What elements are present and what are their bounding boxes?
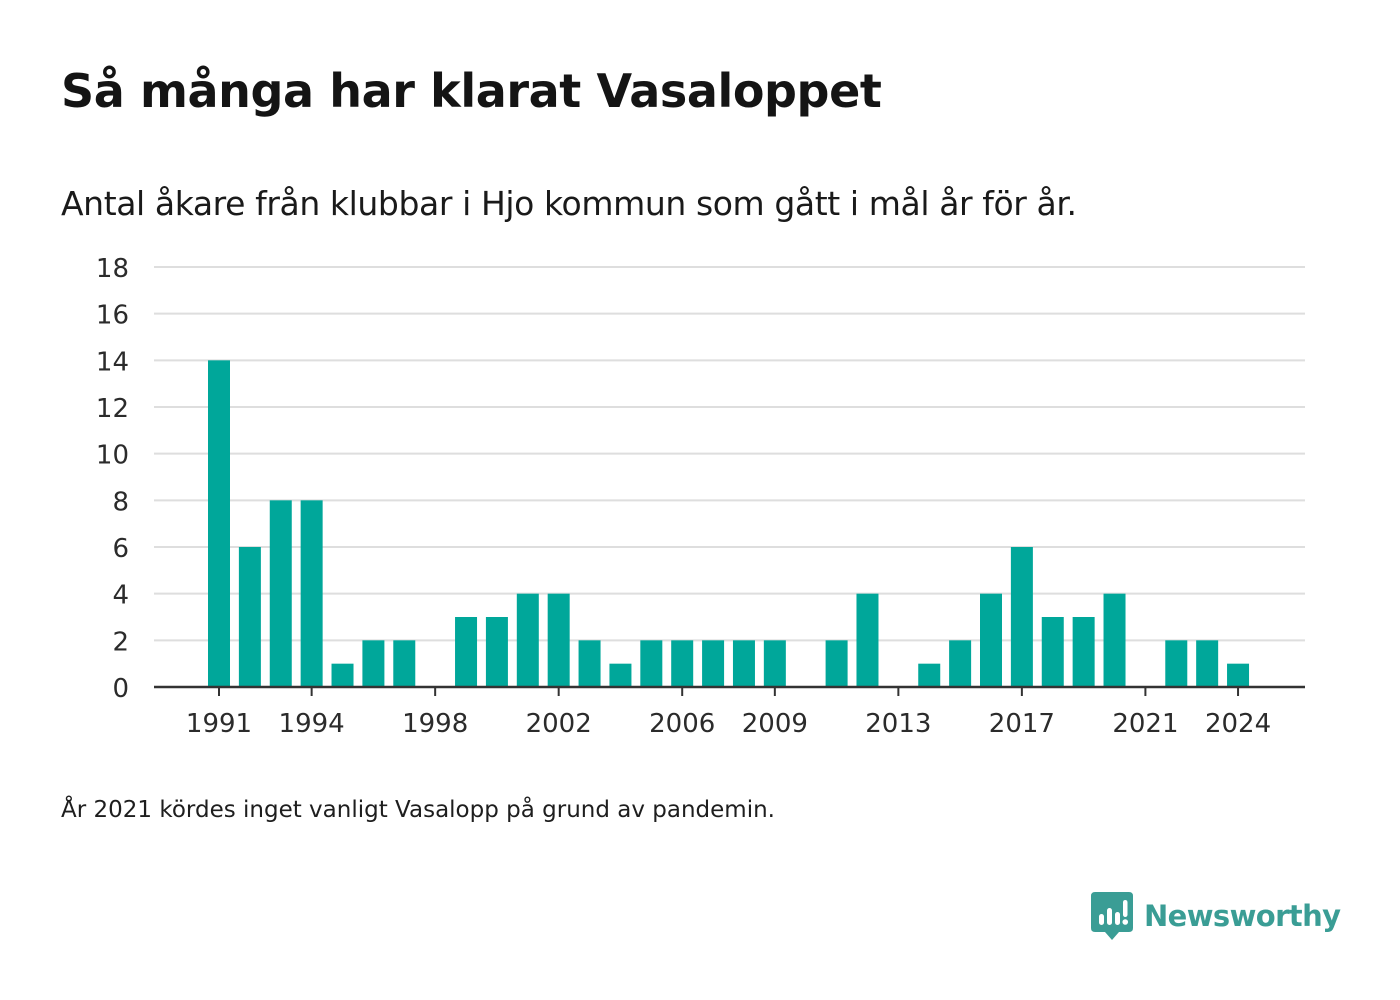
y-tick-label: 0 [112, 674, 129, 704]
bar-2012 [856, 593, 879, 687]
bar-2023 [1196, 640, 1219, 687]
bar-2002 [547, 593, 570, 687]
bar-2018 [1041, 617, 1064, 687]
bar-2009 [763, 640, 786, 687]
bar-2020 [1103, 593, 1126, 687]
x-tick-label: 2021 [1112, 709, 1178, 739]
y-tick-label: 2 [112, 627, 129, 657]
bar-1996 [362, 640, 385, 687]
y-tick-label: 8 [112, 487, 129, 517]
y-tick-label: 4 [112, 581, 129, 611]
chart-title: Så många har klarat Vasaloppet [61, 64, 882, 118]
bar-1995 [331, 663, 354, 687]
bar-2015 [949, 640, 972, 687]
bar-2016 [980, 593, 1002, 687]
y-tick-label: 18 [96, 254, 129, 284]
y-tick-label: 16 [96, 301, 129, 331]
y-tick-label: 12 [96, 394, 129, 424]
x-axis [154, 685, 1305, 696]
bar-1991 [208, 360, 230, 687]
bars [208, 360, 1250, 687]
bar-2007 [702, 640, 725, 687]
x-tick-label: 2017 [989, 709, 1055, 739]
x-tick-label: 1994 [279, 709, 345, 739]
bar-2014 [918, 663, 941, 687]
bar-2022 [1165, 640, 1188, 687]
bar-2000 [485, 617, 508, 687]
bar-2001 [516, 593, 539, 687]
x-tick-label: 2013 [865, 709, 931, 739]
bar-2017 [1010, 547, 1033, 687]
bar-1997 [393, 640, 416, 687]
x-tick-label: 2002 [526, 709, 592, 739]
bar-2004 [609, 663, 632, 687]
bar-2011 [825, 640, 848, 687]
chart-subtitle: Antal åkare från klubbar i Hjo kommun so… [61, 184, 1077, 223]
bar-1993 [269, 500, 292, 687]
x-tick-label: 2009 [742, 709, 808, 739]
footnote: År 2021 kördes inget vanligt Vasalopp på… [61, 797, 775, 823]
bar-2006 [671, 640, 694, 687]
x-axis-tick-labels: 1991 1994 1998 2002 2006 2009 2013 2017 2021 2024 [186, 709, 1271, 739]
gridlines [154, 266, 1305, 642]
bar-1999 [455, 617, 478, 687]
x-tick-label: 1998 [402, 709, 468, 739]
x-tick-label: 1991 [186, 709, 252, 739]
bar-1992 [238, 547, 261, 687]
brand-name: Newsworthy [1144, 899, 1341, 933]
y-axis-tick-labels: 0 2 4 6 8 10 12 14 16 18 [96, 254, 129, 704]
bar-2008 [732, 640, 755, 687]
x-tick-label: 2024 [1205, 709, 1271, 739]
bar-chart: 0 2 4 6 8 10 12 14 16 18 1991 1994 1998 2002 2006 2009… [96, 254, 1305, 739]
y-tick-label: 10 [96, 441, 129, 471]
brand-logo: Newsworthy [1091, 892, 1341, 940]
bar-2003 [578, 640, 601, 687]
y-tick-label: 6 [112, 534, 129, 564]
bar-2019 [1072, 617, 1095, 687]
bar-1994 [300, 500, 323, 687]
bar-2024 [1227, 663, 1250, 687]
x-tick-label: 2006 [649, 709, 715, 739]
y-tick-label: 14 [96, 347, 129, 377]
bar-2005 [640, 640, 663, 687]
newsworthy-logo-icon [1091, 892, 1133, 940]
